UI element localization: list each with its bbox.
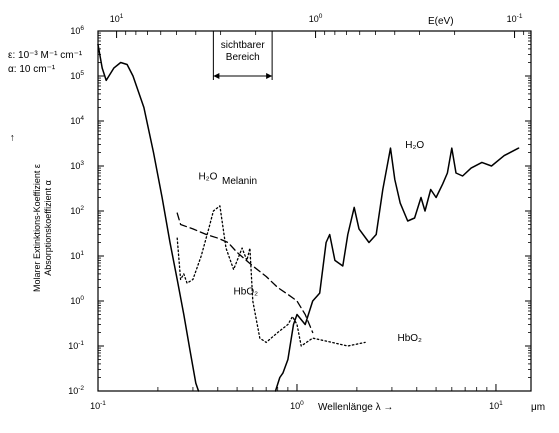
- y-axis-label-line2: Absorptionskoeffizient α: [43, 180, 53, 276]
- top-tick-label-exp: 1: [120, 13, 124, 20]
- y-tick-label-exp: 5: [80, 70, 84, 77]
- x-unit-label: μm: [531, 402, 545, 413]
- plot-frame: [97, 30, 532, 392]
- y-tick-label: 104: [70, 115, 84, 126]
- top-tick-label-base: 10: [110, 14, 120, 24]
- x-axis-label: Wellenlänge λ →: [318, 402, 393, 413]
- y-tick-label-base: 10: [70, 71, 80, 81]
- y-tick-label: 10-2: [68, 385, 84, 396]
- visible-range-label-line2: Bereich: [226, 52, 260, 63]
- annotations: H₂O H₂O Melanin HbO₂ HbO₂: [199, 140, 425, 344]
- y-tick-label-exp: 4: [80, 115, 84, 122]
- plot-border: [97, 30, 532, 392]
- y-tick-label-exp: -2: [78, 385, 84, 392]
- y-axis-label: Molarer Extinktions-Koeffizient ε Absorp…: [32, 164, 53, 292]
- y-tick-label: 105: [70, 70, 84, 81]
- y-tick-label: 106: [70, 25, 84, 36]
- series-line-hbo2: [176, 205, 366, 347]
- y-tick-label-exp: 0: [80, 295, 84, 302]
- x-tick-label: 101: [489, 400, 503, 411]
- y-tick-label: 101: [70, 250, 84, 261]
- y-tick-label-base: 10: [70, 251, 80, 261]
- y-tick-label-base: 10: [70, 206, 80, 216]
- top-tick-label: 100: [309, 13, 323, 24]
- x-tick-label-base: 10: [489, 401, 499, 411]
- y-tick-label-base: 10: [68, 341, 78, 351]
- series-line-melanin: [176, 212, 314, 334]
- y-tick-label: 103: [70, 160, 84, 171]
- unit-eps-label: ε: 10⁻³ M⁻¹ cm⁻¹: [8, 50, 83, 61]
- y-tick-label-base: 10: [70, 161, 80, 171]
- y-tick-label-exp: 3: [80, 160, 84, 167]
- visible-range-arrowhead-right: [266, 73, 273, 79]
- top-tick-label-base: 10: [507, 14, 517, 24]
- series-annotation: HbO₂: [234, 286, 259, 297]
- x-tick-label-base: 10: [90, 401, 100, 411]
- unit-alpha-label: α: 10 cm⁻¹: [8, 64, 56, 75]
- visible-range-label-line1: sichtbarer: [221, 40, 266, 51]
- y-axis-label-line1: Molarer Extinktions-Koeffizient ε: [32, 164, 42, 292]
- x-tick-label-exp: 0: [300, 400, 304, 407]
- y-tick-label-base: 10: [70, 26, 80, 36]
- series-line-water: [97, 43, 200, 392]
- x-tick-label-base: 10: [290, 401, 300, 411]
- top-tick-label-base: 10: [309, 14, 319, 24]
- x-tick-label-exp: 1: [499, 400, 503, 407]
- y-tick-label-exp: 2: [80, 205, 84, 212]
- series-annotation: H₂O: [199, 172, 218, 183]
- y-axis-arrow: →: [6, 133, 17, 143]
- top-tick-label: 10-1: [507, 13, 523, 24]
- series-annotation: HbO₂: [397, 333, 422, 344]
- y-tick-label: 10-1: [68, 340, 84, 351]
- series-annotation: H₂O: [405, 140, 424, 151]
- y-tick-label-base: 10: [68, 386, 78, 396]
- top-tick-label-exp: 0: [319, 13, 323, 20]
- visible-range-arrowhead-left: [213, 73, 220, 79]
- x-tick-label: 100: [290, 400, 304, 411]
- x-tick-label: 10-1: [90, 400, 106, 411]
- y-tick-label-base: 10: [70, 296, 80, 306]
- series-lines: [97, 43, 520, 392]
- top-axis-label: E(eV): [428, 16, 454, 27]
- y-tick-label: 100: [70, 295, 84, 306]
- top-tick-label-exp: -1: [517, 13, 523, 20]
- y-tick-label-exp: 6: [80, 25, 84, 32]
- y-tick-label-exp: 1: [80, 250, 84, 257]
- x-tick-label-exp: -1: [100, 400, 106, 407]
- series-line-water: [274, 147, 520, 392]
- y-tick-label-base: 10: [70, 116, 80, 126]
- series-annotation: Melanin: [222, 176, 257, 187]
- y-tick-label: 102: [70, 205, 84, 216]
- top-tick-label: 101: [110, 13, 124, 24]
- y-tick-label-exp: -1: [78, 340, 84, 347]
